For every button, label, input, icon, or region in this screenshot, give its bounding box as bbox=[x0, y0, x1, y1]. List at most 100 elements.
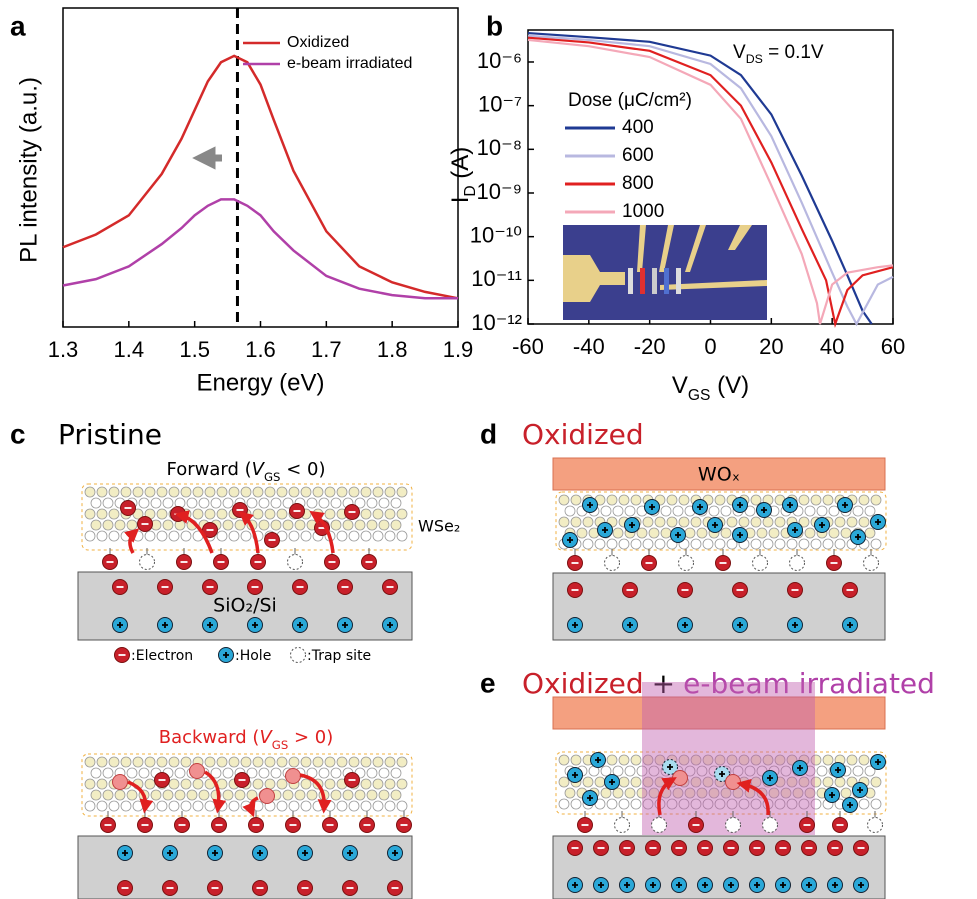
atom bbox=[120, 800, 132, 812]
atom bbox=[324, 778, 336, 790]
x-tick-label: 1.4 bbox=[114, 337, 145, 362]
atom bbox=[210, 497, 222, 509]
atom bbox=[156, 800, 168, 812]
line-series bbox=[527, 38, 894, 325]
atom bbox=[180, 756, 192, 768]
atom bbox=[258, 519, 270, 531]
atom bbox=[324, 508, 336, 520]
substrate bbox=[552, 572, 886, 641]
trap-site bbox=[287, 554, 303, 570]
atom bbox=[726, 516, 738, 528]
hole-sign bbox=[728, 882, 734, 888]
panel-title: Oxidized bbox=[522, 418, 644, 451]
line-series bbox=[527, 34, 894, 327]
atom bbox=[384, 800, 396, 812]
panel-title-part: Oxidized bbox=[522, 667, 644, 700]
substrate bbox=[77, 571, 413, 641]
atom bbox=[714, 754, 726, 766]
atom bbox=[630, 538, 642, 550]
atom bbox=[612, 787, 624, 799]
atom bbox=[654, 516, 666, 528]
panel-title-part: + bbox=[652, 667, 675, 700]
atom bbox=[690, 798, 702, 810]
direction-label: Forward (VGS < 0) bbox=[167, 459, 326, 484]
inset-channel bbox=[628, 268, 633, 294]
hole-sign bbox=[792, 622, 798, 628]
x-tick-label: 1.9 bbox=[443, 337, 474, 362]
atom bbox=[870, 798, 882, 810]
atom bbox=[354, 789, 366, 801]
atom bbox=[798, 516, 810, 528]
atom bbox=[870, 538, 882, 550]
atom bbox=[216, 530, 228, 542]
atom bbox=[114, 519, 126, 531]
atom bbox=[282, 497, 294, 509]
irradiated-region bbox=[642, 682, 815, 835]
line-series bbox=[62, 54, 459, 300]
atom bbox=[132, 486, 144, 498]
panel-title: Pristine bbox=[58, 418, 162, 451]
hole-sign bbox=[858, 882, 864, 888]
atom bbox=[120, 486, 132, 498]
atom bbox=[654, 754, 666, 766]
atom bbox=[270, 519, 282, 531]
hole-sign bbox=[609, 779, 615, 785]
atom bbox=[90, 767, 102, 779]
atom bbox=[804, 787, 816, 799]
atom bbox=[618, 494, 630, 506]
trap-site bbox=[863, 555, 879, 571]
panel-label: c bbox=[10, 418, 26, 449]
atom bbox=[336, 530, 348, 542]
atom bbox=[858, 516, 870, 528]
atom bbox=[612, 527, 624, 539]
atom bbox=[390, 789, 402, 801]
hole-sign bbox=[587, 502, 593, 508]
atom bbox=[642, 538, 654, 550]
atom bbox=[774, 538, 786, 550]
atom bbox=[234, 519, 246, 531]
atom bbox=[192, 800, 204, 812]
atom bbox=[366, 789, 378, 801]
x-tick-label: -60 bbox=[512, 334, 544, 359]
atom bbox=[684, 787, 696, 799]
atom bbox=[84, 508, 96, 520]
atom bbox=[690, 538, 702, 550]
panel-title: Oxidized + e-beam irradiated bbox=[522, 667, 935, 700]
trap-site bbox=[678, 555, 694, 571]
atom bbox=[624, 505, 636, 517]
atom bbox=[804, 505, 816, 517]
atom bbox=[660, 505, 672, 517]
hole-sign bbox=[787, 502, 793, 508]
atom bbox=[606, 754, 618, 766]
transfer-arrow bbox=[174, 510, 214, 554]
atom bbox=[654, 538, 666, 550]
hole-sign bbox=[167, 850, 173, 856]
transfer-arrow bbox=[309, 510, 335, 554]
atom bbox=[144, 778, 156, 790]
hole-sign bbox=[737, 502, 743, 508]
x-tick-label: 40 bbox=[820, 334, 844, 359]
inset-channel bbox=[676, 268, 681, 294]
atom bbox=[786, 798, 798, 810]
atom bbox=[864, 527, 876, 539]
atom bbox=[714, 494, 726, 506]
atom bbox=[300, 778, 312, 790]
atom bbox=[570, 494, 582, 506]
legend-label: :Trap site bbox=[307, 648, 371, 664]
hole-sign bbox=[587, 795, 593, 801]
atom bbox=[762, 538, 774, 550]
atom bbox=[822, 754, 834, 766]
atom bbox=[396, 486, 408, 498]
atom bbox=[204, 756, 216, 768]
atom bbox=[156, 756, 168, 768]
atom bbox=[858, 754, 870, 766]
hole-sign bbox=[629, 522, 635, 528]
atom bbox=[108, 508, 120, 520]
atom bbox=[222, 789, 234, 801]
inset-channel bbox=[640, 268, 645, 294]
atom bbox=[396, 800, 408, 812]
legend-label: Oxidized bbox=[287, 34, 349, 51]
atom bbox=[384, 756, 396, 768]
y-tick-label: 10⁻¹⁰ bbox=[470, 222, 522, 247]
atom bbox=[852, 765, 864, 777]
